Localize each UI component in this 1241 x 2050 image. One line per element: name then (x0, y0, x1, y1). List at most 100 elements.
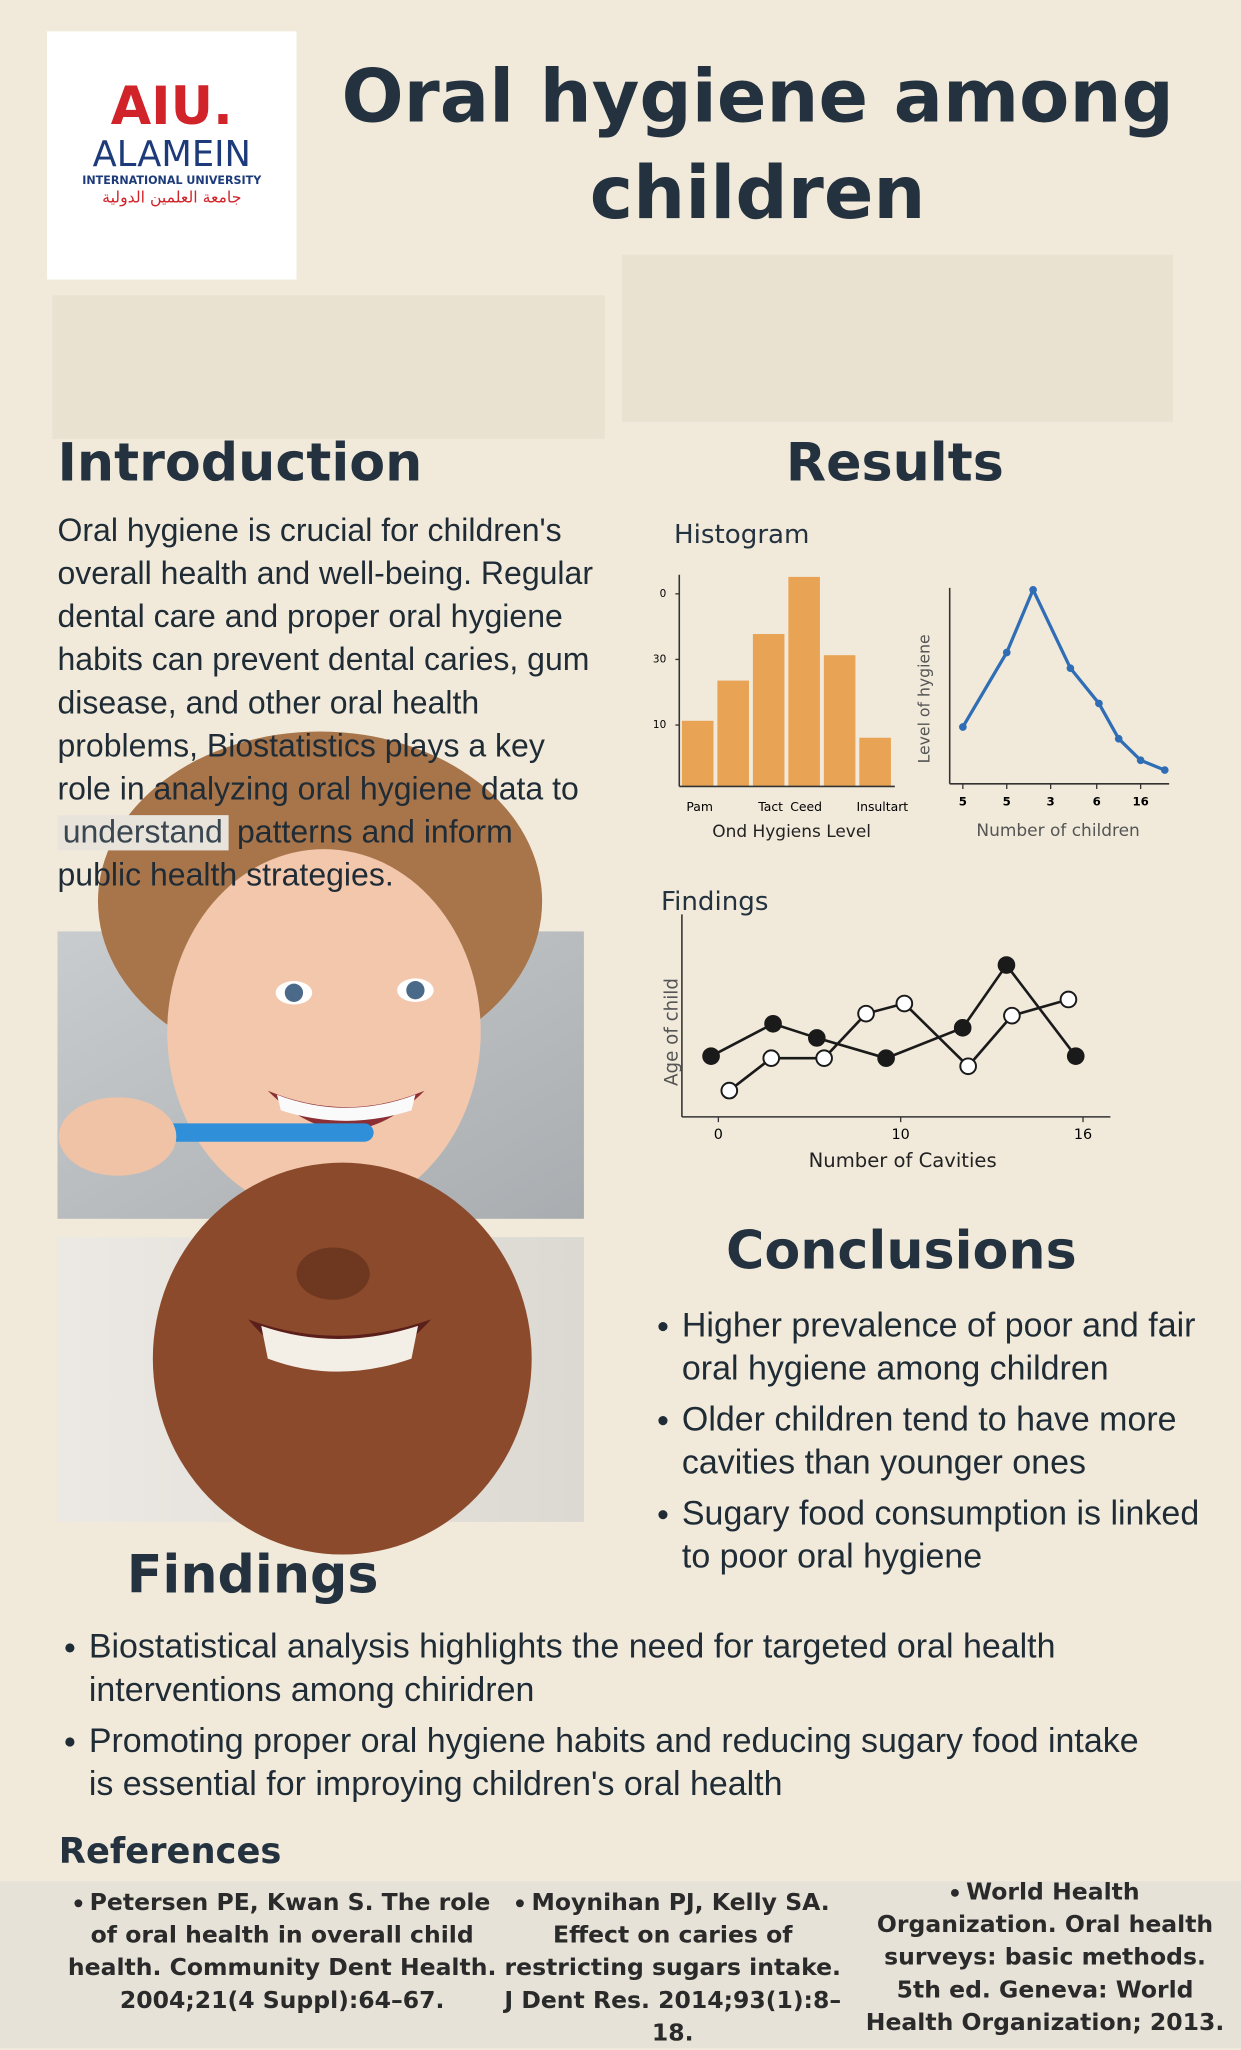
x-tick-label: 6 (1093, 795, 1101, 809)
bullet-text: Promoting proper oral hygiene habits and… (88, 1720, 1139, 1803)
x-axis-label: Number of Cavities (809, 1149, 997, 1172)
logo-subtitle: INTERNATIONAL UNIVERSITY (82, 175, 262, 189)
x-tick-label: Insultart (856, 799, 908, 814)
reference-text: World Health Organization. Oral health s… (865, 1878, 1225, 2037)
conclusions-list: Higher prevalence of poor and fair oral … (653, 1304, 1202, 1586)
y-tick-label: 0 (660, 588, 667, 600)
intro-text: Oral hygiene is crucial for children's o… (57, 509, 593, 897)
x-tick-label: 10 (892, 1127, 910, 1143)
point (720, 1081, 739, 1100)
point (877, 1049, 895, 1068)
bar (823, 655, 856, 787)
point (1066, 1047, 1085, 1065)
point (1059, 990, 1078, 1009)
title: Oral hygiene among children (341, 54, 1174, 237)
line (961, 585, 1166, 772)
logo-box (47, 31, 297, 280)
y-tick-label: 10 (653, 719, 666, 731)
point (1066, 664, 1075, 673)
point (808, 1029, 826, 1047)
x-tick-label: 5 (1003, 795, 1011, 809)
logo-arabic: جامعة العلمين الدولية (102, 188, 242, 207)
x-tick-label: Ceed (790, 799, 822, 814)
reference: World Health Organization. Oral health s… (862, 1876, 1228, 2039)
bullet (73, 1899, 82, 1908)
bar (717, 680, 749, 787)
bullet-text: Biostatistical analysis highlights the n… (88, 1626, 1056, 1709)
reference-band (0, 1881, 1241, 2049)
x-tick-label: Tact (757, 799, 783, 814)
faint-box (52, 295, 605, 439)
point (815, 1049, 833, 1068)
reference-text: Moynihan PJ, Kelly SA. Effect on caries … (504, 1888, 842, 2048)
bullet (65, 1643, 75, 1653)
highlight: understand (57, 815, 229, 851)
findings-list: Biostatistical analysis highlights the n… (60, 1625, 1170, 1813)
x-tick-label: 5 (959, 795, 967, 809)
text: Oral hygiene is crucial for children's o… (57, 513, 594, 808)
results-heading: Results (785, 433, 1004, 494)
bar (681, 720, 714, 787)
references-heading: References (58, 1831, 282, 1872)
point (1002, 648, 1011, 657)
bar (788, 576, 820, 787)
x-tick-label: 3 (1047, 795, 1055, 809)
conclusions-heading: Conclusions (725, 1221, 1077, 1282)
faint-box (621, 254, 1174, 422)
point (702, 1047, 720, 1065)
point (959, 723, 967, 731)
bullet (65, 1737, 75, 1747)
x-axis-label: Ond Hygiens Level (712, 822, 871, 842)
reference: Moynihan PJ, Kelly SA. Effect on caries … (496, 1886, 849, 2049)
logo: AIU. ALAMEIN INTERNATIONAL UNIVERSITY جا… (47, 78, 297, 206)
line (710, 962, 1077, 1060)
bullet (658, 1510, 668, 1520)
point (1095, 699, 1103, 708)
bullet-item: Sugary food consumption is linked to poo… (653, 1492, 1202, 1578)
bar (752, 634, 785, 787)
point (1029, 585, 1037, 594)
y-tick-label: 30 (653, 653, 666, 665)
bullet-item: Higher prevalence of poor and fair oral … (653, 1304, 1202, 1390)
bullet-item: Older children tend to have more cavitie… (653, 1398, 1202, 1484)
bullet (658, 1416, 668, 1426)
point (764, 1014, 782, 1033)
bullet-item: Promoting proper oral hygiene habits and… (60, 1719, 1170, 1805)
logo-mark: AIU. (110, 77, 233, 138)
x-axis-label: Number of children (976, 821, 1139, 841)
reference-text: Petersen PE, Kwan S. The role of oral he… (67, 1888, 497, 2015)
point (959, 1057, 977, 1076)
text: patterns and inform public health strate… (57, 815, 513, 894)
bullet-text: Older children tend to have more cavitie… (681, 1399, 1177, 1482)
bullet (950, 1888, 959, 1897)
x-tick-label: Pam (686, 799, 713, 814)
point (1003, 1006, 1021, 1025)
point (1136, 756, 1145, 765)
bar (859, 737, 891, 787)
x-tick-label: 16 (1074, 1127, 1092, 1143)
x-tick-label: 16 (1132, 795, 1148, 809)
point (762, 1049, 781, 1068)
bullet-text: Sugary food consumption is linked to poo… (681, 1493, 1200, 1576)
point (1114, 734, 1123, 743)
intro-heading: Introduction (57, 433, 423, 494)
chart-title: Findings (661, 887, 768, 917)
logo-name: ALAMEIN (92, 134, 251, 176)
photo-child-smiling (57, 1162, 584, 1555)
bullet (515, 1899, 524, 1908)
chart-title: Histogram (674, 520, 809, 550)
point (953, 1018, 972, 1037)
bullet-item: Biostatistical analysis highlights the n… (60, 1625, 1170, 1711)
y-axis-label: Level of hygiene (914, 634, 933, 763)
bullet (658, 1322, 668, 1332)
bullet-text: Higher prevalence of poor and fair oral … (681, 1305, 1196, 1388)
point (1160, 766, 1169, 774)
reference: Petersen PE, Kwan S. The role of oral he… (60, 1886, 504, 2017)
point (857, 1004, 875, 1023)
findings-heading: Findings (126, 1545, 379, 1606)
point (997, 956, 1016, 974)
